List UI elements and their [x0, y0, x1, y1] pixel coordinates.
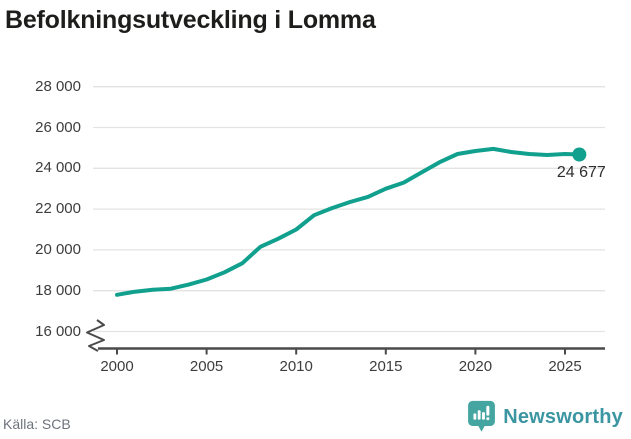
- x-tick-label: 2005: [189, 358, 224, 375]
- x-tick-label: 2000: [100, 358, 134, 375]
- latest-point-marker: [572, 147, 587, 162]
- x-tick-label: 2020: [458, 358, 493, 375]
- population-series-line: [115, 146, 582, 297]
- y-tick-label: 22 000: [35, 200, 81, 218]
- y-tick-label: 16 000: [35, 322, 81, 340]
- axis-break-squiggle-icon: [86, 319, 105, 352]
- latest-value-label: 24 677: [556, 164, 606, 182]
- y-tick-label: 20 000: [35, 240, 81, 258]
- y-tick-label: 18 000: [35, 281, 81, 299]
- y-tick-label: 24 000: [35, 159, 81, 177]
- brand-logo: Newsworthy: [467, 400, 623, 434]
- y-tick-label: 28 000: [35, 77, 81, 95]
- newsworthy-bubble-chart-icon: [468, 400, 496, 432]
- x-tick-label: 2015: [369, 358, 403, 375]
- y-tick-label: 26 000: [35, 118, 81, 136]
- brand-wordmark: Newsworthy: [503, 405, 623, 428]
- source-note: Källa: SCB: [3, 416, 71, 432]
- x-tick-label: 2010: [279, 358, 313, 375]
- x-tick-label: 2025: [548, 358, 582, 375]
- chart-title: Befolkningsutveckling i Lomma: [5, 6, 376, 34]
